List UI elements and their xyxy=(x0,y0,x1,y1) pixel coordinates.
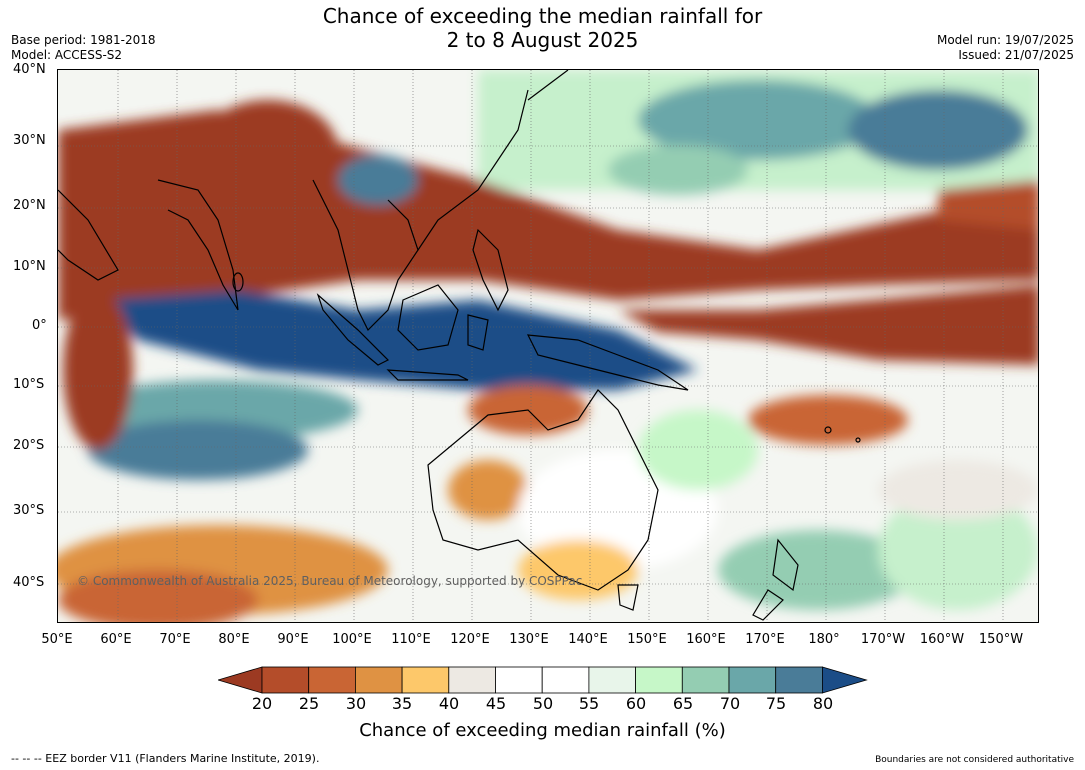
colorbar-label: Chance of exceeding median rainfall (%) xyxy=(359,720,726,741)
lat-label: 40°N xyxy=(13,62,46,77)
lon-label: 150°E xyxy=(627,632,667,647)
lat-label: 30°N xyxy=(13,133,46,148)
colorbar-tick: 70 xyxy=(719,694,741,713)
lat-label: 20°N xyxy=(13,198,46,213)
colorbar-tick: 55 xyxy=(578,694,600,713)
base-period: Base period: 1981-2018 xyxy=(11,33,156,47)
colorbar-tick: 40 xyxy=(438,694,460,713)
lon-label: 120°E xyxy=(450,632,490,647)
lat-label: 0° xyxy=(32,318,47,333)
colorbar-segment xyxy=(541,666,590,694)
anomaly-field xyxy=(58,70,1038,622)
colorbar-segment xyxy=(681,666,730,694)
lon-label: 60°E xyxy=(100,632,132,647)
coastlines xyxy=(58,70,861,621)
colorbar-segment xyxy=(448,666,496,694)
lat-label: 10°N xyxy=(13,259,46,274)
lon-label: 100°E xyxy=(332,632,372,647)
lat-label: 20°S xyxy=(13,438,45,453)
colorbar-tick: 65 xyxy=(672,694,694,713)
meta-left: Base period: 1981-2018 Model: ACCESS-S2 xyxy=(11,33,156,63)
lon-label: 130°E xyxy=(509,632,549,647)
colorbar-segment xyxy=(495,666,543,694)
lat-label: 40°S xyxy=(13,575,45,590)
colorbar-tick: 45 xyxy=(485,694,507,713)
map-canvas xyxy=(58,70,1038,622)
eez-note: -- -- -- EEZ border V11 (Flanders Marine… xyxy=(11,752,320,765)
rainfall-map xyxy=(57,69,1039,623)
title-line-2: 2 to 8 August 2025 xyxy=(446,28,639,52)
colorbar-segment xyxy=(728,666,777,694)
colorbar-segment xyxy=(261,666,310,694)
lon-label: 90°E xyxy=(277,632,309,647)
colorbar-segment xyxy=(775,666,823,694)
colorbar-tick: 20 xyxy=(251,694,273,713)
colorbar-arrow-high xyxy=(822,666,868,694)
lat-label: 30°S xyxy=(13,503,45,518)
map-title: Chance of exceeding the median rainfall … xyxy=(0,4,1085,52)
colorbar-tick: 50 xyxy=(532,694,554,713)
colorbar-segment xyxy=(354,666,403,694)
colorbar-segment xyxy=(308,666,356,694)
copyright-note: © Commonwealth of Australia 2025, Bureau… xyxy=(77,574,583,588)
model-name: Model: ACCESS-S2 xyxy=(11,48,123,62)
colorbar-segment xyxy=(635,666,683,694)
colorbar-tick: 75 xyxy=(765,694,787,713)
colorbar-segment xyxy=(401,666,450,694)
lon-label: 170°E xyxy=(745,632,785,647)
colorbar-tick: 35 xyxy=(391,694,413,713)
issued-date: Issued: 21/07/2025 xyxy=(958,48,1074,62)
colorbar-segment xyxy=(588,666,636,694)
lon-label: 80°E xyxy=(218,632,250,647)
colorbar-tick: 60 xyxy=(625,694,647,713)
title-line-1: Chance of exceeding the median rainfall … xyxy=(322,4,763,28)
boundaries-note: Boundaries are not considered authoritat… xyxy=(875,755,1074,765)
graticule xyxy=(58,70,1038,622)
lat-label: 10°S xyxy=(13,377,45,392)
lon-label: 70°E xyxy=(159,632,191,647)
colorbar-tick: 25 xyxy=(298,694,320,713)
lon-label: 160°E xyxy=(686,632,726,647)
meta-right: Model run: 19/07/2025 Issued: 21/07/2025 xyxy=(937,33,1074,63)
colorbar-tick: 80 xyxy=(812,694,834,713)
colorbar xyxy=(218,666,868,694)
lon-label: 140°E xyxy=(568,632,608,647)
lon-label: 50°E xyxy=(41,632,73,647)
lon-label: 150°W xyxy=(978,632,1024,647)
colorbar-tick: 30 xyxy=(345,694,367,713)
colorbar-arrow-low xyxy=(218,666,263,694)
lon-label: 110°E xyxy=(391,632,431,647)
lon-label: 160°W xyxy=(919,632,965,647)
lon-label: 180° xyxy=(808,632,840,647)
model-run: Model run: 19/07/2025 xyxy=(936,33,1074,47)
lon-label: 170°W xyxy=(860,632,906,647)
